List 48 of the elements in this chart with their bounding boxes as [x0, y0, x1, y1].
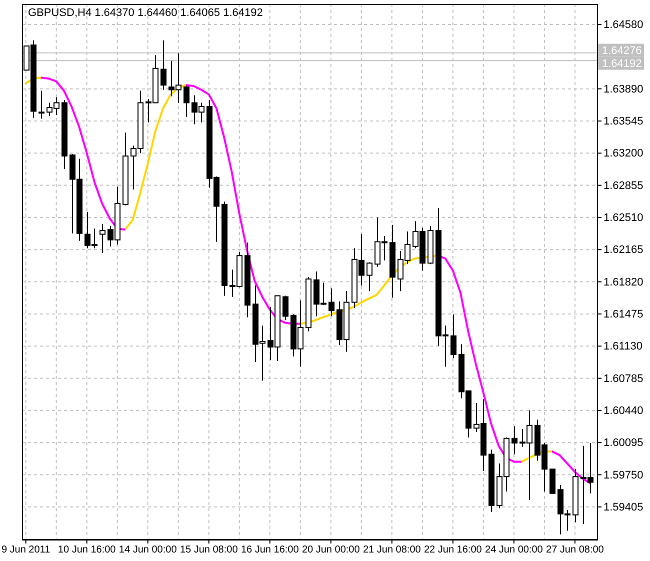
y-tick-label: 1.61475 [604, 308, 644, 320]
candlestick [306, 276, 312, 332]
x-tick-label: 24 Jun 00:00 [485, 544, 544, 556]
candlestick [100, 223, 106, 254]
x-tick-label: 9 Jun 2011 [1, 544, 51, 556]
candlestick [390, 224, 396, 298]
y-tick-label: 1.64580 [604, 19, 644, 32]
chart-title: GBPUSD,H4 1.64370 1.64460 1.64065 1.64192 [28, 7, 263, 19]
y-tick-label: 1.61820 [604, 276, 644, 288]
y-tick-label: 1.60095 [604, 437, 644, 450]
candlestick [38, 90, 44, 120]
x-tick-label: 15 Jun 08:00 [180, 544, 238, 556]
candlestick [550, 468, 556, 494]
x-tick-label: 27 Jun 08:00 [546, 544, 604, 556]
candlestick [428, 225, 434, 265]
x-tick-label: 21 Jun 08:00 [362, 544, 422, 556]
x-tick-label: 16 Jun 16:00 [240, 544, 300, 556]
line-series [24, 76, 592, 484]
y-tick-label: 1.63200 [604, 148, 644, 160]
y-tick-label: 1.63890 [604, 83, 644, 96]
candlestick [160, 40, 166, 90]
x-tick-label: 22 Jun 16:00 [424, 544, 482, 556]
y-tick-label: 1.59750 [604, 469, 644, 482]
y-tick-label: 1.60440 [604, 404, 644, 417]
candlestick [328, 288, 334, 317]
candlestick [572, 468, 578, 523]
candlestick [184, 86, 190, 118]
y-tick-label: 1.59405 [604, 501, 644, 514]
y-tick-label: 1.60785 [604, 372, 644, 385]
candlestick [512, 426, 518, 455]
y-tick-label: 1.62510 [604, 212, 644, 224]
x-tick-label: 14 Jun 00:00 [118, 544, 178, 556]
candlestick [244, 242, 250, 318]
candlestick [222, 201, 228, 296]
candlestick [122, 132, 128, 206]
y-tick-label: 1.62165 [604, 244, 644, 256]
candlestick [366, 262, 372, 292]
y-tick-label: 1.62855 [604, 180, 644, 192]
ref-line-label: 1.64192 [602, 58, 642, 70]
y-tick-label: 1.63545 [604, 116, 644, 128]
candlestick [62, 100, 68, 170]
candlestick [488, 449, 494, 513]
x-tick-label: 20 Jun 00:00 [302, 544, 360, 556]
y-tick-label: 1.61130 [604, 340, 642, 353]
x-tick-label: 10 Jun 16:00 [58, 544, 116, 556]
candlestick [450, 314, 456, 359]
candlestick [282, 295, 288, 321]
ref-line-label: 1.64276 [602, 45, 642, 58]
